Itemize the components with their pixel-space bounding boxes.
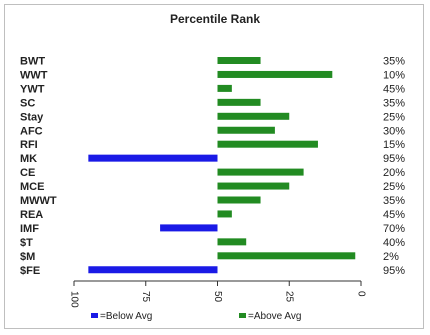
legend-label-below-avg: =Below Avg xyxy=(100,311,152,322)
value-label: 45% xyxy=(383,209,405,221)
bar-mce xyxy=(217,182,290,190)
category-label: MCE xyxy=(20,181,44,193)
value-label: 35% xyxy=(383,56,405,68)
value-label: 2% xyxy=(383,251,399,263)
category-label: MK xyxy=(20,153,37,165)
x-tick-label: 0 xyxy=(355,291,366,297)
category-label: SC xyxy=(20,97,35,109)
value-label: 35% xyxy=(383,97,405,109)
bar-rfi xyxy=(217,140,318,148)
legend-swatch-above-avg xyxy=(239,313,246,318)
category-label: REA xyxy=(20,209,43,221)
category-label: $T xyxy=(20,237,33,249)
value-label: 25% xyxy=(383,181,405,193)
value-label: 20% xyxy=(383,167,405,179)
value-label: 10% xyxy=(383,69,405,81)
percentile-rank-chart: Percentile Rank 100 75 50 25 0 BWT 35% WWT 10% YWT… xyxy=(20,12,405,322)
bar-ce xyxy=(217,168,304,176)
bar-sc xyxy=(217,98,261,106)
x-tick-label: 100 xyxy=(68,291,79,308)
value-label: 40% xyxy=(383,237,405,249)
x-tick-label: 25 xyxy=(284,291,295,303)
x-tick-label: 75 xyxy=(140,291,151,303)
bar-mwwt xyxy=(217,196,261,204)
value-label: 35% xyxy=(383,195,405,207)
value-label: 70% xyxy=(383,223,405,235)
legend-swatch-below-avg xyxy=(91,313,98,318)
bar-imf xyxy=(160,224,218,232)
category-label: CE xyxy=(20,167,35,179)
value-label: 25% xyxy=(383,111,405,123)
bar-m xyxy=(217,252,356,260)
category-label: BWT xyxy=(20,56,45,68)
bar-rea xyxy=(217,210,232,218)
bar-wwt xyxy=(217,70,333,78)
bar-afc xyxy=(217,126,275,134)
bar-fe xyxy=(88,266,218,274)
category-label: WWT xyxy=(20,69,48,81)
category-label: RFI xyxy=(20,139,38,151)
x-tick-label: 50 xyxy=(212,291,223,303)
value-label: 95% xyxy=(383,153,405,165)
bar-stay xyxy=(217,112,290,120)
category-label: $M xyxy=(20,251,35,263)
category-label: AFC xyxy=(20,125,43,137)
value-label: 30% xyxy=(383,125,405,137)
category-label: MWWT xyxy=(20,195,57,207)
chart-title: Percentile Rank xyxy=(170,12,260,26)
legend-label-above-avg: =Above Avg xyxy=(248,311,301,322)
category-label: IMF xyxy=(20,223,39,235)
value-label: 95% xyxy=(383,265,405,277)
category-label: Stay xyxy=(20,111,44,123)
category-label: $FE xyxy=(20,265,40,277)
bar-bwt xyxy=(217,57,261,64)
chart-frame: Percentile Rank 100 75 50 25 0 BWT 35% WWT 10% YWT… xyxy=(4,4,424,329)
value-label: 15% xyxy=(383,139,405,151)
category-label: YWT xyxy=(20,83,45,95)
bar-mk xyxy=(88,154,218,162)
bar-ywt xyxy=(217,84,232,92)
value-label: 45% xyxy=(383,83,405,95)
bar-t xyxy=(217,238,247,246)
